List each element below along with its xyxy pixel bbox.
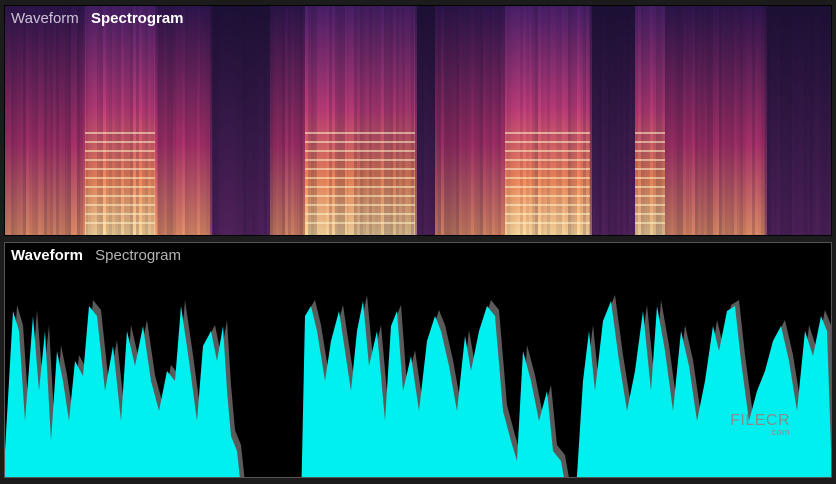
watermark-name: FILECR	[730, 412, 790, 429]
tab-spectrogram[interactable]: Spectrogram	[95, 247, 182, 264]
waveform-fill	[5, 301, 831, 477]
spectrogram-panel: Waveform Spectrogram	[4, 5, 832, 236]
watermark-suffix: .com	[768, 427, 790, 437]
waveform-view	[5, 243, 831, 477]
tab-waveform[interactable]: Waveform	[11, 10, 79, 27]
spectrogram-panel-tabs: Waveform Spectrogram	[11, 10, 192, 27]
spectrogram-columns	[5, 6, 831, 235]
tab-waveform[interactable]: Waveform	[11, 247, 83, 264]
watermark-logo: FILECR .com	[730, 412, 790, 437]
tab-spectrogram[interactable]: Spectrogram	[90, 10, 184, 27]
spectrogram-view	[5, 6, 831, 235]
waveform-panel-tabs: Waveform Spectrogram	[11, 247, 189, 264]
waveform-panel: Waveform Spectrogram	[4, 242, 832, 478]
